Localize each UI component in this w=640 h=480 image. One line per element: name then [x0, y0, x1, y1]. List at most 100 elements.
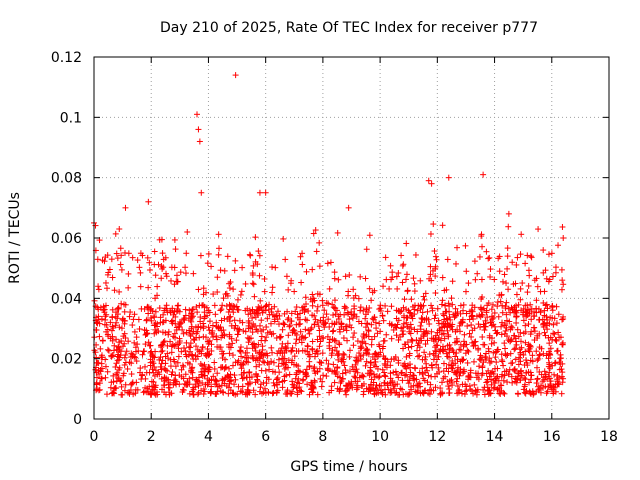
data-point	[557, 355, 564, 362]
data-point	[299, 261, 306, 268]
data-point	[448, 376, 455, 383]
data-point	[197, 324, 204, 331]
data-point	[293, 331, 300, 338]
data-point	[360, 380, 367, 387]
data-point	[111, 287, 118, 294]
data-point	[305, 327, 312, 334]
x-axis-label: GPS time / hours	[290, 459, 407, 475]
data-point	[462, 350, 469, 357]
data-point	[513, 302, 520, 309]
data-point	[469, 312, 476, 319]
data-point	[329, 347, 336, 354]
data-point	[477, 324, 484, 331]
data-point	[330, 361, 337, 368]
data-point	[325, 316, 332, 323]
data-point	[347, 347, 354, 354]
data-point	[326, 389, 333, 396]
data-point	[309, 302, 316, 309]
data-point	[208, 347, 215, 354]
data-point	[523, 387, 530, 394]
data-point	[337, 379, 344, 386]
data-point	[363, 306, 370, 313]
data-point	[138, 376, 145, 383]
data-point	[426, 320, 433, 327]
data-point	[472, 276, 479, 283]
data-point	[416, 352, 423, 359]
data-point	[417, 277, 424, 284]
data-point	[552, 264, 559, 271]
data-point	[441, 335, 448, 342]
data-point	[547, 381, 554, 388]
data-point-peak	[262, 189, 269, 196]
data-point	[212, 311, 219, 318]
data-point	[173, 326, 180, 333]
data-point	[423, 364, 430, 371]
data-point	[394, 321, 401, 328]
data-point	[410, 275, 417, 282]
data-point	[145, 284, 152, 291]
data-point	[481, 384, 488, 391]
data-point	[164, 350, 171, 357]
data-point	[108, 256, 115, 263]
data-point	[94, 386, 101, 393]
data-point	[476, 312, 483, 319]
data-point	[172, 246, 179, 253]
data-point	[392, 354, 399, 361]
data-point	[237, 344, 244, 351]
data-point	[238, 365, 245, 372]
data-point	[184, 228, 191, 235]
data-point	[393, 332, 400, 339]
data-point	[194, 309, 201, 316]
data-point	[270, 330, 277, 337]
data-point	[398, 307, 405, 314]
data-point	[534, 376, 541, 383]
data-point	[493, 359, 500, 366]
data-point	[186, 375, 193, 382]
data-point	[108, 390, 115, 397]
data-point	[555, 242, 562, 249]
data-point	[225, 308, 232, 315]
data-point	[544, 326, 551, 333]
data-point	[302, 370, 309, 377]
data-point	[207, 390, 214, 397]
data-point	[98, 375, 105, 382]
data-point	[93, 374, 100, 381]
data-point	[179, 326, 186, 333]
data-point	[389, 269, 396, 276]
data-point	[219, 375, 226, 382]
data-point	[354, 369, 361, 376]
data-point	[506, 366, 513, 373]
data-point	[454, 390, 461, 397]
data-point	[257, 297, 264, 304]
data-point	[438, 327, 445, 334]
data-point	[475, 376, 482, 383]
data-point	[403, 271, 410, 278]
data-point	[464, 347, 471, 354]
data-point	[199, 368, 206, 375]
data-point	[134, 341, 141, 348]
data-point	[504, 265, 511, 272]
data-point	[406, 350, 413, 357]
data-point	[245, 311, 252, 318]
data-point	[368, 297, 375, 304]
data-point	[506, 318, 513, 325]
data-point	[259, 390, 266, 397]
x-tick-label: 0	[90, 429, 99, 445]
data-point	[285, 332, 292, 339]
data-point	[126, 313, 133, 320]
data-point	[330, 304, 337, 311]
data-point	[181, 380, 188, 387]
data-point	[206, 309, 213, 316]
data-point	[298, 339, 305, 346]
data-point	[226, 331, 233, 338]
data-point	[381, 337, 388, 344]
data-point	[536, 330, 543, 337]
data-point	[316, 239, 323, 246]
data-point	[252, 234, 259, 241]
data-point	[231, 267, 238, 274]
data-point	[528, 328, 535, 335]
data-point	[490, 314, 497, 321]
data-point	[397, 308, 404, 315]
data-point	[520, 386, 527, 393]
data-point	[438, 301, 445, 308]
